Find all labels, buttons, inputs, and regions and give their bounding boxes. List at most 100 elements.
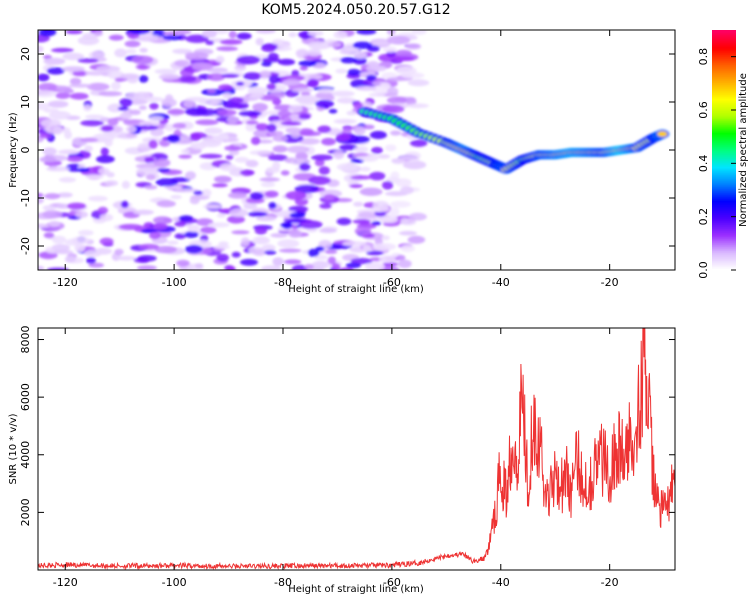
spectrogram-cell [139,47,148,53]
spectrogram-cell [350,258,373,265]
spectrogram-cell [259,70,271,78]
spectrogram-cell [96,155,115,164]
spectrogram-cell [133,209,154,215]
spectrogram-cell [272,145,288,153]
spectrogram-cell [77,36,100,46]
colorbar-swatch [712,130,736,133]
spectrogram-cell [339,267,354,270]
spectrogram-cell [55,86,72,91]
spectrogram-cell [294,184,319,194]
colorbar-swatch [712,246,736,249]
spectrogram-cell [397,259,412,269]
spectrogram-cell [298,60,317,67]
spectrogram-cell [140,228,157,234]
spectrogram-cell [317,125,332,133]
spectrogram-cell [299,220,323,229]
spectrogram-cell [385,144,397,152]
spectrogram-cell [137,265,157,270]
chart-title: KOM5.2024.050.20.57.G12 [261,2,451,18]
spectrogram-cell [57,149,80,155]
spectrogram-cell [327,256,336,265]
spectrogram-cell [78,229,94,236]
spectrogram-cell [204,127,223,135]
colorbar-swatch [712,148,736,151]
colorbar-swatch [712,84,736,87]
colorbar-swatch [712,90,736,93]
spectrogram-cell [38,90,57,98]
colorbar-swatch [712,34,736,37]
spectrogram-cell [215,55,225,64]
spectrogram-cell [389,207,400,217]
spectrogram-cell [255,123,269,131]
spectrogram-cell [138,258,150,263]
colorbar-swatch [712,156,736,159]
colorbar-swatch [712,44,736,47]
spectrogram-cell [255,30,276,34]
spectrogram-cell [191,62,214,71]
y-tick-label: -20 [19,237,32,255]
spectrogram-cell [357,211,376,219]
spectrogram-cell [42,205,56,211]
spectrogram-cell [324,249,338,254]
colorbar-swatch [712,114,736,117]
spectrogram-cell [311,260,329,270]
spectrogram-cell [391,158,406,165]
spectrogram-cell [98,91,123,97]
spectrogram-cell [61,66,85,72]
spectrogram-cell [58,177,77,183]
spectrogram-cell [135,163,158,169]
colorbar-swatch [712,98,736,101]
spectrogram-cell [284,259,302,265]
spectrogram-cell [207,73,226,81]
spectrogram-cell [235,81,245,86]
spectrogram-cell [280,121,302,126]
spectrogram-cell [219,39,243,45]
colorbar-swatch [712,92,736,95]
spectrogram-cell [254,226,268,235]
spectrogram-cell [64,255,76,263]
spectrogram-cell [247,86,267,96]
colorbar-swatch [712,48,736,51]
spectrogram-cell [238,110,262,117]
spectrogram-cell [386,30,396,35]
colorbar-swatch [712,74,736,77]
spectrogram-cell [268,75,281,84]
spectrogram-cell [138,105,147,111]
spectrogram-cell [331,262,341,270]
spectrogram-cell [43,57,66,65]
colorbar-swatch [712,126,736,129]
spectrogram-cell [77,58,99,63]
spectrogram-cell [372,40,391,46]
colorbar-swatch [712,218,736,221]
spectrogram-cell [117,133,138,140]
colorbar-swatch [712,212,736,215]
spectrogram-cell [88,195,108,202]
colorbar-swatch [712,30,736,33]
colorbar: 0.0 0.2 0.4 0.6 0.8 Normalized spectral ampl… [697,30,749,279]
spectrogram-cell [229,208,249,218]
colorbar-swatch [712,36,736,39]
snr-frame [37,327,676,571]
spectrogram-cell [285,191,307,200]
spectrogram-cell [407,79,430,87]
colorbar-swatch [712,124,736,127]
spectrogram-cell [198,98,223,105]
spectrogram-cell [108,34,124,41]
colorbar-swatch [712,52,736,55]
spectrogram-cell [356,30,377,35]
spectrogram-cell [196,108,218,117]
spectrogram-cell [43,232,55,239]
spectrogram-cell [345,262,361,269]
spectrogram-cell [137,64,149,70]
spectrogram-cell [38,102,50,111]
spectrogram-cell [222,92,232,99]
x-tick-label: -80 [274,576,292,589]
spectrogram-cell [213,30,229,35]
spectrogram-y-ticks: -20 -10 0 10 20 [19,47,675,255]
x-tick-label: -60 [383,576,401,589]
spectrogram-cell [193,190,203,196]
spectrogram-cell [176,259,190,267]
spectrogram-cell [336,119,354,124]
colorbar-swatch [712,224,736,227]
colorbar-swatch [712,178,736,181]
